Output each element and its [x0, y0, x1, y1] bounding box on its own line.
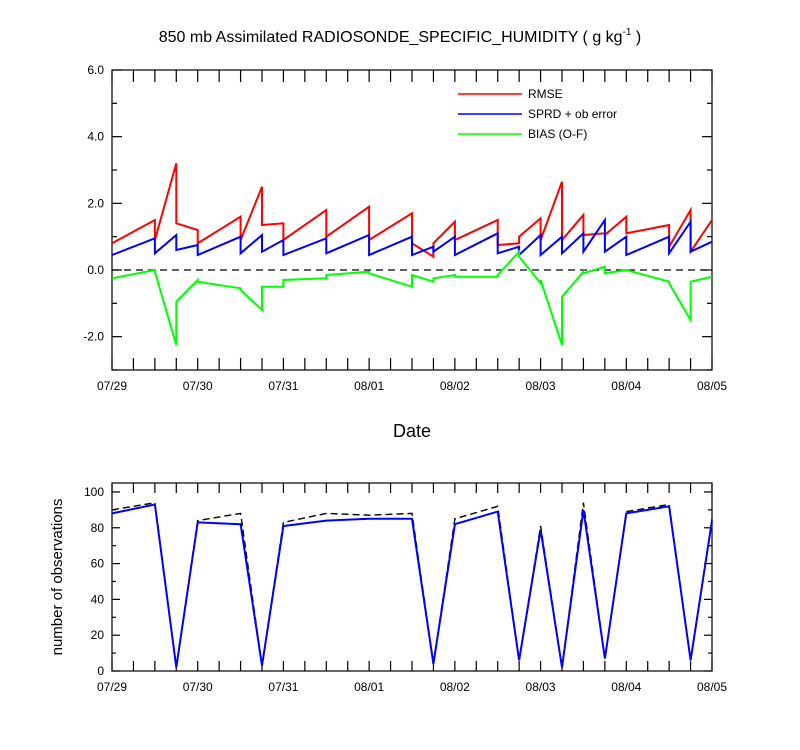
- top-axis-ticks: [111, 69, 713, 371]
- top-y-tick-label: 4.0: [87, 130, 104, 144]
- top-y-tick-label: 2.0: [87, 196, 104, 210]
- top-y-tick-label: -2.0: [83, 330, 104, 344]
- bottom-x-tick-label: 07/31: [268, 680, 298, 694]
- legend-label-rmse: RMSE: [528, 87, 563, 101]
- bottom-y-tick-labels: 0 20 40 60 80 100: [84, 485, 104, 678]
- bottom-x-tick-labels: 07/29 07/30 07/31 08/01 08/02 08/03 08/04 08/05: [97, 680, 727, 694]
- top-series-group: [111, 163, 713, 346]
- series-line-assimilated-observations: [111, 503, 713, 668]
- top-chart: 850 mb Assimilated RADIOSONDE_SPECIFIC_H…: [83, 27, 727, 441]
- top-x-tick-label: 08/01: [354, 379, 384, 393]
- series-line-rmse: [111, 163, 713, 259]
- legend-label-bias-o-f: BIAS (O-F): [528, 127, 587, 141]
- bottom-x-tick-label: 07/29: [97, 680, 127, 694]
- top-y-tick-labels: 6.0 4.0 2.0 0.0 -2.0: [83, 63, 104, 344]
- bottom-x-tick-label: 08/04: [611, 680, 641, 694]
- bottom-series-group: [111, 501, 713, 668]
- top-x-tick-label: 08/03: [526, 379, 556, 393]
- y-axis-title: number of observations: [49, 499, 66, 656]
- bottom-x-tick-label: 08/05: [697, 680, 727, 694]
- top-x-tick-label: 08/02: [440, 379, 470, 393]
- top-x-tick-label: 07/31: [268, 379, 298, 393]
- bottom-y-tick-label: 80: [91, 521, 105, 535]
- bottom-axis-ticks: [111, 483, 713, 672]
- series-line-bias-o-f: [111, 249, 713, 346]
- top-x-tick-label: 08/04: [611, 379, 641, 393]
- top-y-tick-label: 6.0: [87, 63, 104, 77]
- bottom-x-tick-label: 08/03: [526, 680, 556, 694]
- legend: RMSE SPRD + ob error BIAS (O-F): [458, 87, 617, 141]
- top-x-tick-label: 07/29: [97, 379, 127, 393]
- bottom-plot-frame: [111, 482, 713, 672]
- series-line-sprd-ob-error: [111, 216, 713, 258]
- bottom-x-tick-label: 08/02: [440, 680, 470, 694]
- top-x-tick-label: 08/05: [697, 379, 727, 393]
- bottom-chart: 0 20 40 60 80 100 07/29 07/30 07/31 08/01 08/02 08…: [49, 482, 727, 694]
- legend-label-sprd-ob-error: SPRD + ob error: [528, 107, 617, 121]
- top-x-tick-label: 07/30: [183, 379, 213, 393]
- series-line-possible-observations: [111, 501, 713, 668]
- top-y-tick-label: 0.0: [87, 263, 104, 277]
- chart-title: 850 mb Assimilated RADIOSONDE_SPECIFIC_H…: [159, 27, 642, 46]
- bottom-x-tick-label: 08/01: [354, 680, 384, 694]
- bottom-y-tick-label: 100: [84, 485, 104, 499]
- bottom-x-tick-label: 07/30: [183, 680, 213, 694]
- top-x-tick-labels: 07/29 07/30 07/31 08/01 08/02 08/03 08/04 08/05: [97, 379, 727, 393]
- bottom-y-tick-label: 0: [97, 664, 104, 678]
- x-axis-title: Date: [393, 421, 431, 441]
- bottom-y-tick-label: 60: [91, 557, 105, 571]
- bottom-y-tick-label: 20: [91, 628, 105, 642]
- bottom-y-tick-label: 40: [91, 592, 105, 606]
